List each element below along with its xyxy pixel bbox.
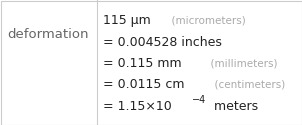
Text: deformation: deformation	[8, 28, 89, 42]
Text: (micrometers): (micrometers)	[165, 16, 245, 26]
Text: = 0.004528 inches: = 0.004528 inches	[103, 36, 222, 49]
Text: = 0.0115 cm: = 0.0115 cm	[103, 78, 185, 91]
Text: = 0.115 mm: = 0.115 mm	[103, 57, 182, 70]
Text: (centimeters): (centimeters)	[208, 80, 285, 90]
Text: meters: meters	[210, 100, 258, 113]
Text: (millimeters): (millimeters)	[204, 58, 278, 68]
Text: 115 μm: 115 μm	[103, 14, 151, 27]
Text: = 1.15×10: = 1.15×10	[103, 100, 172, 113]
Text: −4: −4	[192, 95, 206, 105]
